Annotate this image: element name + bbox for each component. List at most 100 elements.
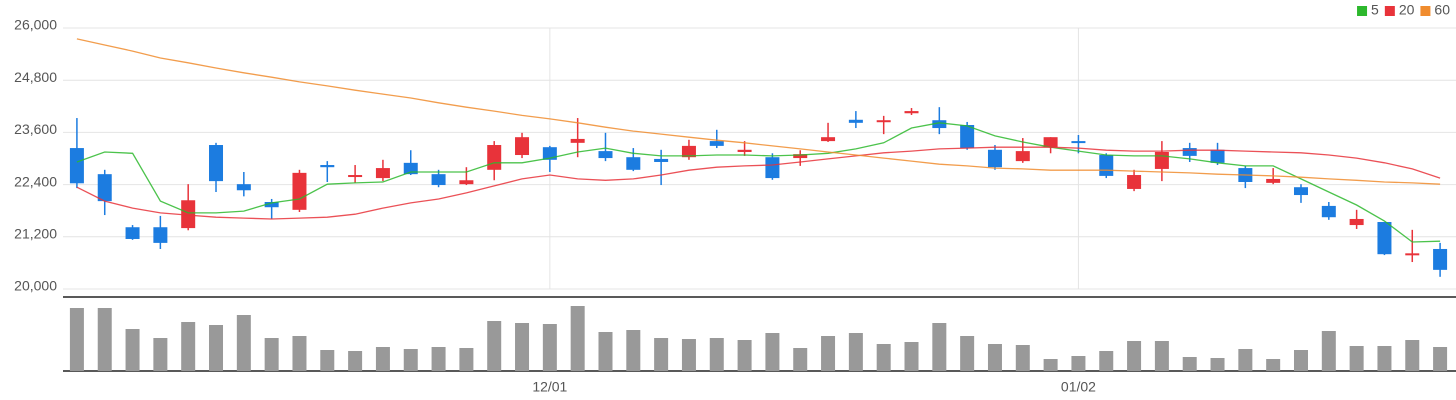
volume-bar xyxy=(487,321,502,371)
volume-bar xyxy=(1266,359,1281,371)
candle-body xyxy=(209,145,224,182)
volume-bar xyxy=(1071,356,1086,371)
volume-bar xyxy=(1015,345,1030,371)
volume-bar xyxy=(765,333,780,371)
volume-bar xyxy=(459,348,474,371)
volume-bar xyxy=(598,332,613,371)
candle-body xyxy=(69,148,84,184)
volume-bar xyxy=(987,344,1002,371)
legend: 60 20 5 xyxy=(1357,2,1450,18)
volume-bar xyxy=(960,336,975,371)
legend-label: 60 xyxy=(1434,2,1450,18)
candle-body xyxy=(1071,141,1086,144)
volume-bar xyxy=(1321,331,1336,371)
volume-bar xyxy=(1099,351,1114,371)
candle-body xyxy=(1182,148,1197,156)
x-tick-label: 12/01 xyxy=(532,379,567,395)
candle-body xyxy=(932,120,947,129)
volume-bar xyxy=(125,329,140,371)
legend-label: 5 xyxy=(1371,2,1379,18)
candle-body xyxy=(960,125,975,149)
y-tick-label: 22,400 xyxy=(14,173,57,189)
volume-bar xyxy=(236,315,251,371)
y-tick-label: 20,000 xyxy=(14,278,57,294)
volume-bar xyxy=(209,325,224,371)
volume-bar xyxy=(97,308,112,371)
volume-bar xyxy=(1377,346,1392,371)
candle-body xyxy=(904,111,919,114)
volume-bar xyxy=(1210,358,1225,371)
candle-body xyxy=(320,165,335,168)
volume-bar xyxy=(153,338,168,371)
candle-body xyxy=(181,200,196,229)
volume-bar xyxy=(1293,350,1308,371)
candle-body xyxy=(1293,187,1308,196)
candle-body xyxy=(542,147,557,160)
candle-body xyxy=(348,175,363,178)
volume-bar xyxy=(348,351,363,371)
volume-bar xyxy=(1154,341,1169,371)
candle-body xyxy=(1099,155,1114,176)
volume-bar xyxy=(375,347,390,371)
x-tick-label: 01/02 xyxy=(1061,379,1096,395)
legend-swatch xyxy=(1384,6,1395,16)
candle-body xyxy=(1210,149,1225,163)
ma-line xyxy=(76,122,1441,243)
candle-body xyxy=(153,227,168,243)
volume-bar xyxy=(1433,347,1448,371)
candle-body xyxy=(292,172,307,210)
volume-bar xyxy=(1182,357,1197,371)
volume-bar xyxy=(292,336,307,371)
volume-bar xyxy=(264,338,279,371)
volume-bar xyxy=(1349,346,1364,371)
volume-bar xyxy=(1405,340,1420,371)
volume-bar xyxy=(515,323,530,371)
candle-body xyxy=(1321,205,1336,218)
candle-body xyxy=(598,151,613,159)
candle-body xyxy=(654,158,669,162)
candle-body xyxy=(987,149,1002,168)
candle-body xyxy=(570,138,585,143)
candle-body xyxy=(848,119,863,123)
volume-bar xyxy=(654,338,669,371)
volume-bar xyxy=(403,349,418,371)
ma-line xyxy=(76,146,1441,220)
volume-bar xyxy=(320,350,335,371)
volume-bar xyxy=(904,342,919,371)
candle-body xyxy=(737,149,752,152)
candle-body xyxy=(1127,175,1142,189)
candle-body xyxy=(876,120,891,123)
volume-bar xyxy=(876,344,891,371)
volume-bar xyxy=(1043,359,1058,371)
y-tick-label: 24,800 xyxy=(14,69,57,85)
volume-bar xyxy=(821,336,836,371)
volume-bar xyxy=(570,306,585,371)
volume-bar xyxy=(431,347,446,371)
candle-body xyxy=(821,137,836,142)
volume-bar xyxy=(542,324,557,371)
candle-body xyxy=(97,174,112,202)
candle-body xyxy=(1266,178,1281,183)
volume-bar xyxy=(1127,341,1142,371)
volume-bar xyxy=(737,340,752,371)
ma-line xyxy=(76,38,1441,185)
volume-bar xyxy=(626,330,641,371)
legend-label: 20 xyxy=(1399,2,1415,18)
volume-bar xyxy=(848,333,863,371)
candle-body xyxy=(459,180,474,185)
volume-bar xyxy=(709,338,724,371)
candle-body xyxy=(264,202,279,208)
volume-bar xyxy=(681,339,696,371)
candle-body xyxy=(793,154,808,159)
candle-body xyxy=(1015,151,1030,162)
legend-swatch xyxy=(1420,6,1431,16)
candle-body xyxy=(403,162,418,175)
candle-body xyxy=(487,145,502,170)
candle-body xyxy=(1405,253,1420,256)
candle-body xyxy=(515,137,530,156)
y-tick-label: 21,200 xyxy=(14,226,57,242)
candle-body xyxy=(125,227,140,239)
candle-body xyxy=(431,174,446,186)
candle-body xyxy=(626,157,641,170)
